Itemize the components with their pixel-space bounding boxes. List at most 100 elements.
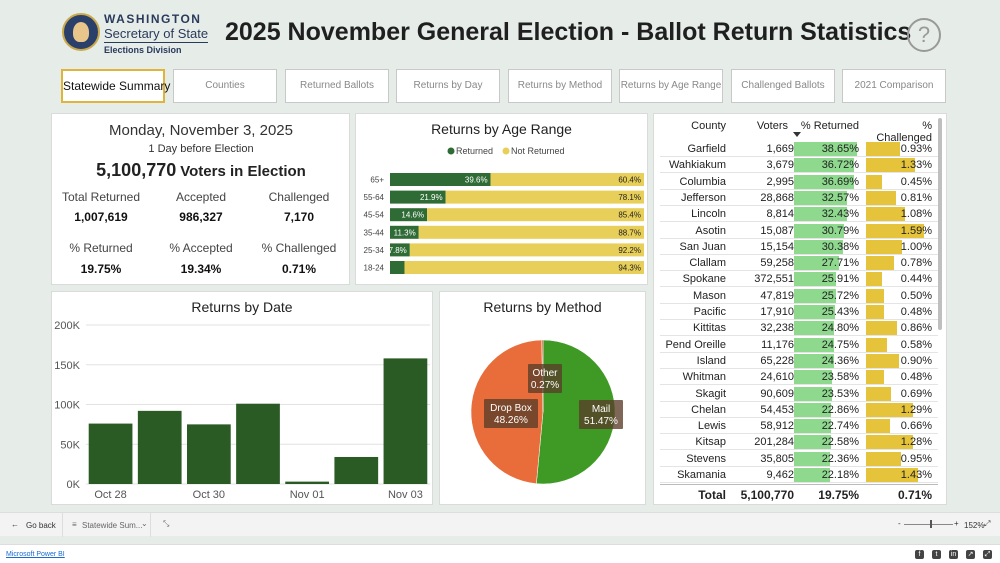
table-row[interactable]: Wahkiakum 3,679 36.72% 1.33% (660, 157, 938, 174)
table-row[interactable]: Skamania 9,462 22.18% 1.43% (660, 467, 938, 483)
challenged-bar (866, 337, 888, 352)
col-voters-header[interactable]: Voters (756, 120, 788, 132)
fit-to-page-icon[interactable]: ⤢ (984, 519, 991, 528)
summary-subtitle: 1 Day before Election (148, 143, 254, 155)
table-row[interactable]: Island 65,228 24.36% 0.90% (660, 353, 938, 369)
table-scrollbar[interactable] (938, 118, 942, 330)
page-selector[interactable]: Statewide Sum... (82, 521, 143, 530)
table-row[interactable]: Kittitas 32,238 24.80% 0.86% (660, 320, 938, 337)
returned-bar (794, 239, 844, 254)
table-row[interactable]: Kitsap 201,284 22.58% 1.28% (660, 434, 938, 451)
cell-county: Pend Oreille (665, 338, 726, 351)
cell-voters: 1,669 (766, 143, 794, 155)
stat-label: % Accepted (169, 241, 233, 255)
cell-voters: 3,679 (766, 159, 794, 172)
tab-returns-by-day[interactable]: Returns by Day (396, 69, 500, 103)
table-row[interactable]: Chelan 54,453 22.86% 1.29% (660, 402, 938, 418)
table-row[interactable]: Stevens 35,805 22.36% 0.95% (660, 451, 938, 467)
tab-2021-comparison[interactable]: 2021 Comparison (842, 69, 946, 103)
legend-not-returned-swatch (502, 147, 510, 155)
tab-counties[interactable]: Counties (173, 69, 277, 103)
sort-desc-icon (793, 132, 801, 137)
cell-returned: 25.43% (821, 306, 859, 318)
age-returned-label: 21.9% (420, 193, 443, 202)
table-row[interactable]: San Juan 15,154 30.38% 1.00% (660, 239, 938, 255)
returned-bar (794, 207, 847, 222)
cell-county: Asotin (695, 224, 726, 237)
age-not-returned-label: 78.1% (618, 193, 641, 202)
fullscreen-icon[interactable]: ⤢ (983, 550, 992, 559)
zoom-slider[interactable] (904, 524, 953, 525)
table-row[interactable]: Garfield 1,669 38.65% 0.93% (660, 141, 938, 157)
zoom-slider-handle[interactable] (930, 520, 932, 528)
table-row[interactable]: Pend Oreille 11,176 24.75% 0.58% (660, 337, 938, 353)
collapse-icon[interactable]: ⤡ (163, 519, 170, 528)
table-row[interactable]: Jefferson 28,868 32.57% 0.81% (660, 190, 938, 206)
facebook-icon[interactable]: f (915, 550, 924, 559)
tab-challenged-ballots[interactable]: Challenged Ballots (731, 69, 835, 103)
cell-county: Skamania (677, 469, 726, 481)
tab-returns-by-method[interactable]: Returns by Method (508, 69, 612, 103)
back-arrow-icon[interactable]: ← (11, 520, 19, 529)
pie-slice-name: Drop Box (490, 403, 532, 414)
zoom-in-button[interactable]: + (954, 519, 959, 528)
table-row[interactable]: Skagit 90,609 23.53% 0.69% (660, 386, 938, 402)
col-challenged-header[interactable]: % Challenged (876, 120, 932, 144)
pie-label-box (528, 364, 562, 393)
table-row[interactable]: Asotin 15,087 30.79% 1.59% (660, 223, 938, 239)
table-row[interactable]: Lewis 58,912 22.74% 0.66% (660, 418, 938, 435)
cell-voters: 32,238 (760, 322, 794, 335)
table-row[interactable]: Columbia 2,995 36.69% 0.45% (660, 174, 938, 190)
table-row[interactable]: Mason 47,819 25.72% 0.50% (660, 288, 938, 304)
table-row[interactable]: Lincoln 8,814 32.43% 1.08% (660, 206, 938, 223)
tab-statewide-summary[interactable]: Statewide Summary (61, 69, 170, 103)
table-row[interactable]: Clallam 59,258 27.71% 0.78% (660, 255, 938, 272)
age-bar-not-returned (490, 173, 644, 186)
linkedin-icon[interactable]: in (949, 550, 958, 559)
age-category-label: 65+ (370, 176, 384, 185)
cell-challenged: 0.90% (900, 354, 932, 367)
powerbi-link[interactable]: Microsoft Power BI (6, 551, 65, 558)
cell-returned: 22.74% (821, 420, 859, 433)
cell-county: Clallam (689, 257, 726, 270)
age-category-label: 35-44 (364, 228, 385, 237)
date-x-tick-label: Oct 30 (193, 489, 225, 501)
table-row[interactable]: Spokane 372,551 25.91% 0.44% (660, 271, 938, 288)
divider (62, 513, 63, 537)
col-returned-header[interactable]: % Returned (800, 120, 859, 132)
returned-bar (794, 174, 854, 189)
tab-returns-by-age-range[interactable]: Returns by Age Range (619, 69, 723, 103)
date-y-tick-label: 50K (60, 439, 80, 451)
age-bar-returned (390, 190, 446, 204)
tab-returned-ballots[interactable]: Returned Ballots (285, 69, 389, 103)
cell-county: Columbia (679, 175, 726, 188)
cell-voters: 372,551 (754, 273, 794, 286)
stat-label: Accepted (175, 190, 227, 204)
cell-challenged: 0.69% (900, 387, 932, 400)
share-icon[interactable]: ↗ (966, 550, 975, 559)
cell-county: Lincoln (691, 208, 726, 221)
date-x-tick-label: Nov 03 (388, 489, 423, 501)
pie-slice-value: 51.47% (584, 416, 618, 427)
help-icon[interactable]: ? (907, 18, 941, 52)
cell-returned: 23.58% (821, 371, 859, 384)
challenged-bar (866, 223, 924, 238)
table-row[interactable]: Whitman 24,610 23.58% 0.48% (660, 369, 938, 386)
cell-returned: 25.91% (821, 273, 859, 286)
go-back-button[interactable]: Go back (26, 521, 56, 530)
pie-slice-value: 48.26% (494, 415, 528, 426)
zoom-out-button[interactable]: - (898, 519, 901, 528)
brand-line-1: WASHINGTON (104, 12, 202, 26)
cell-county: Wahkiakum (668, 159, 726, 172)
cell-voters: 9,462 (766, 469, 794, 481)
page-title: 2025 November General Election - Ballot … (225, 18, 912, 46)
twitter-icon[interactable]: t (932, 550, 941, 559)
chevron-down-icon[interactable]: ⌄ (141, 519, 148, 528)
cell-returned: 32.43% (821, 208, 859, 221)
date-y-tick-label: 0K (67, 479, 81, 491)
cell-county: Chelan (691, 403, 726, 416)
col-county-header[interactable]: County (691, 120, 726, 132)
cell-challenged: 1.28% (900, 436, 932, 449)
age-bar-not-returned (445, 190, 644, 204)
table-row[interactable]: Pacific 17,910 25.43% 0.48% (660, 304, 938, 320)
